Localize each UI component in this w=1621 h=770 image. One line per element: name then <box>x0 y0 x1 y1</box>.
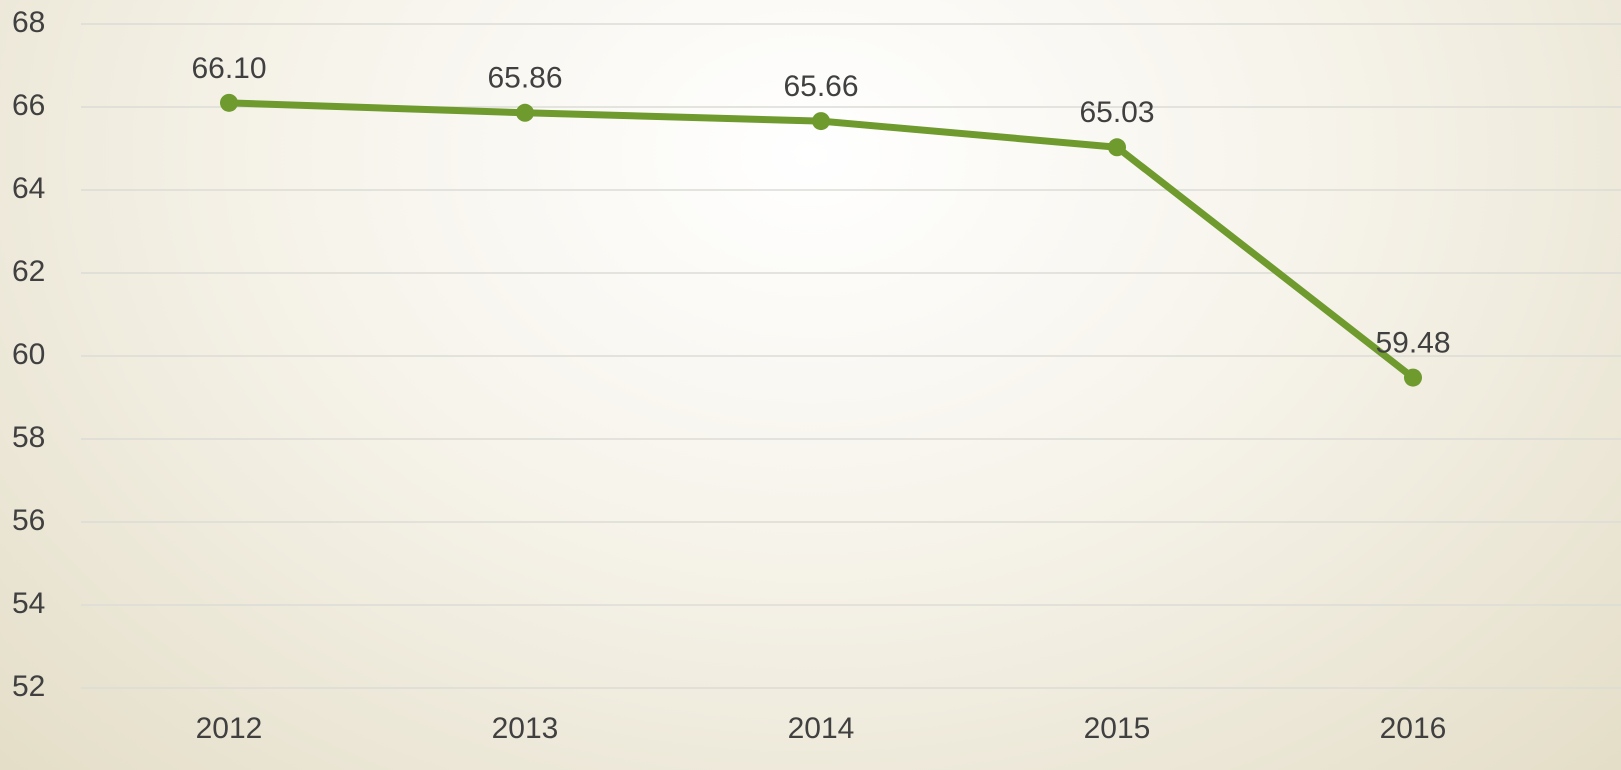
x-tick-label: 2014 <box>788 712 855 745</box>
y-tick-label: 62 <box>12 255 45 288</box>
x-tick-label: 2016 <box>1380 712 1447 745</box>
point <box>1404 368 1422 387</box>
y-tick-label: 56 <box>12 504 45 537</box>
y-tick-label: 54 <box>12 587 45 620</box>
y-tick-label: 52 <box>12 670 45 703</box>
y-tick-label: 66 <box>12 89 45 122</box>
point <box>812 112 830 131</box>
data-label: 65.86 <box>487 62 562 95</box>
y-tick-label: 60 <box>12 338 45 371</box>
x-tick-label: 2012 <box>196 712 263 745</box>
data-label: 65.66 <box>783 70 858 103</box>
y-tick-label: 58 <box>12 421 45 454</box>
y-tick-label: 64 <box>12 172 45 205</box>
point <box>516 103 534 122</box>
point <box>220 93 238 112</box>
data-label: 65.03 <box>1079 96 1154 129</box>
line <box>228 99 1416 381</box>
data-label: 59.48 <box>1375 327 1450 360</box>
data-label: 66.10 <box>191 52 266 85</box>
y-tick-label: 68 <box>12 6 45 39</box>
point <box>1108 138 1126 157</box>
x-tick-label: 2015 <box>1084 712 1151 745</box>
x-tick-label: 2013 <box>492 712 559 745</box>
